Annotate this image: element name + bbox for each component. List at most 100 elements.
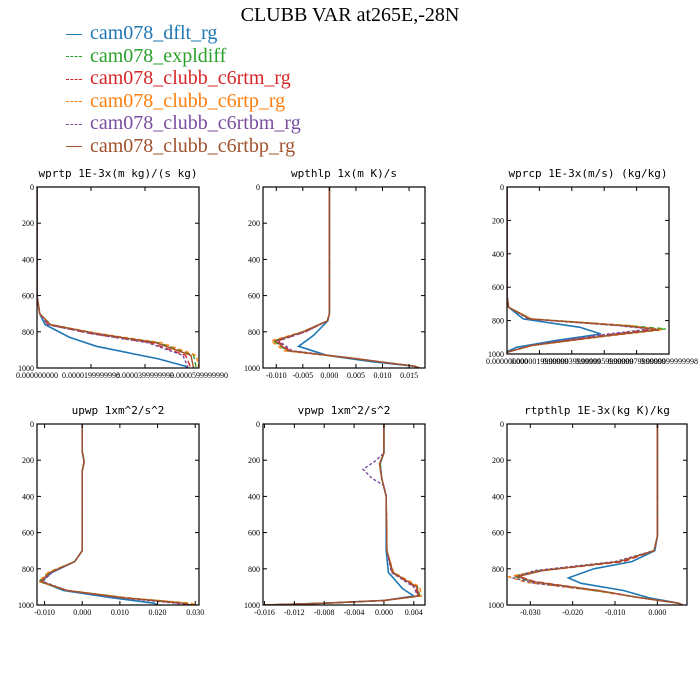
plot-frame [262, 186, 426, 369]
y-tick-label: 1000 [488, 350, 504, 359]
x-tick-label: -0.010 [266, 371, 287, 380]
x-tick-label: 0.0000599999990 [170, 371, 228, 380]
series-line-5 [41, 424, 185, 605]
series-line-1 [296, 187, 420, 368]
y-tick-label: 400 [248, 255, 260, 264]
x-tick-label: 0.000 [320, 371, 338, 380]
series-line-5 [37, 187, 189, 368]
y-tick-label: 800 [22, 565, 34, 574]
legend-item: cam078_clubb_c6rtp_rg [66, 90, 301, 113]
x-tick-label: 0.005 [347, 371, 365, 380]
panel-title: wprtp 1E-3x(m kg)/(s kg) [39, 167, 198, 180]
x-tick-label: 0.010 [111, 608, 129, 617]
x-tick-label: 0.000 [73, 608, 91, 617]
y-tick-label: 1000 [488, 601, 504, 610]
panel-title: upwp 1xm^2/s^2 [72, 404, 165, 417]
x-tick-label: 0.0000099999998 [640, 357, 698, 366]
series-line-4 [37, 187, 199, 368]
y-tick-label: 0 [256, 420, 260, 429]
x-tick-label: -0.012 [284, 608, 305, 617]
chart-panel-5: vpwp 1xm^2/s^2 -0.016 -0.012 -0.008 -0.004 0.… [244, 404, 426, 617]
plot-frame [506, 423, 688, 606]
y-tick-label: 1000 [18, 601, 34, 610]
x-tick-label: 0.015 [400, 371, 418, 380]
y-tick-label: 200 [492, 216, 504, 225]
series-line-3 [39, 424, 188, 605]
series-line-6 [37, 187, 195, 368]
y-tick-label: 200 [22, 456, 34, 465]
y-tick-label: 200 [248, 219, 260, 228]
x-tick-label: 0.020 [149, 608, 167, 617]
legend-item: cam078_expldiff [66, 45, 301, 68]
legend-item: cam078_dflt_rg [66, 22, 301, 45]
series-line-1 [264, 424, 416, 605]
series-line-4 [37, 424, 196, 605]
x-tick-label: 0.000000000 [486, 357, 528, 366]
y-tick-label: 800 [22, 328, 34, 337]
legend-label: cam078_clubb_c6rtm_rg [90, 67, 291, 89]
series-line-3 [264, 424, 420, 605]
x-tick-label: -0.016 [254, 608, 275, 617]
y-tick-label: 800 [492, 317, 504, 326]
y-tick-label: 200 [492, 456, 504, 465]
series-line-2 [37, 187, 197, 368]
y-tick-label: 800 [248, 328, 260, 337]
panel-title: wprcp 1E-3x(m/s) (kg/kg) [509, 167, 668, 180]
legend-swatch [66, 56, 82, 58]
legend-swatch [66, 33, 82, 35]
series-line-5 [264, 424, 419, 605]
series-line-5 [277, 187, 420, 368]
series-line-4 [269, 187, 420, 368]
y-tick-label: 600 [492, 283, 504, 292]
series-line-6 [273, 187, 420, 368]
series-line-2 [37, 424, 196, 605]
y-tick-label: 0 [500, 183, 504, 192]
y-tick-label: 200 [248, 456, 260, 465]
series-line-6 [264, 424, 420, 605]
x-tick-label: -0.005 [293, 371, 314, 380]
x-tick-label: 0.010 [374, 371, 392, 380]
chart-main-title: CLUBB VAR at265E,-28N [240, 4, 460, 26]
series-line-2 [264, 424, 421, 605]
panel-title: wpthlp 1x(m K)/s [291, 167, 397, 180]
legend-swatch [66, 101, 82, 103]
x-tick-label: -0.004 [344, 608, 365, 617]
series-line-3 [275, 187, 420, 368]
chart-panel-4: upwp 1xm^2/s^2 -0.010 0.000 0.010 0.020 0.030… [18, 404, 204, 617]
series-line-2 [272, 187, 420, 368]
y-tick-label: 600 [492, 529, 504, 538]
x-tick-label: 0.000 [648, 608, 666, 617]
series-line-6 [507, 187, 660, 354]
y-tick-label: 0 [30, 183, 34, 192]
legend-swatch [66, 78, 82, 80]
series-line-6 [39, 424, 192, 605]
x-tick-label: -0.010 [34, 608, 55, 617]
y-tick-label: 600 [248, 529, 260, 538]
legend: cam078_dflt_rg cam078_expldiff cam078_cl… [66, 22, 301, 157]
chart-panel-1: wprtp 1E-3x(m kg)/(s kg) 0.000000000 0.000… [16, 167, 228, 380]
x-tick-label: -0.008 [314, 608, 335, 617]
chart-panel-6: rtpthlp 1E-3x(kg K)/kg -0.030 -0.020 -0.010… [488, 404, 688, 617]
series-line-3 [37, 187, 192, 368]
y-tick-label: 1000 [244, 364, 260, 373]
x-tick-label: 0.030 [186, 608, 204, 617]
legend-swatch [66, 146, 82, 148]
chart-panel-2: wpthlp 1x(m K)/s -0.010 -0.005 0.000 0.005 0.… [244, 167, 426, 380]
y-tick-label: 400 [22, 492, 34, 501]
series-line-4 [264, 424, 423, 605]
plot-frame [262, 423, 426, 606]
y-tick-label: 0 [500, 420, 504, 429]
legend-label: cam078_dflt_rg [90, 22, 218, 44]
x-tick-label: 0.000000000 [16, 371, 58, 380]
x-tick-label: 0.0000399999999 [116, 371, 174, 380]
y-tick-label: 400 [492, 492, 504, 501]
plot-frame [36, 186, 200, 369]
series-line-6 [514, 424, 684, 605]
x-tick-label: -0.010 [605, 608, 626, 617]
x-tick-label: 0.0000039999999 [543, 357, 601, 366]
x-tick-label: 0.0000019999999 [510, 357, 568, 366]
panel-title: vpwp 1xm^2/s^2 [298, 404, 391, 417]
x-tick-label: 0.0000079999999 [608, 357, 666, 366]
y-tick-label: 0 [30, 420, 34, 429]
y-tick-label: 800 [248, 565, 260, 574]
